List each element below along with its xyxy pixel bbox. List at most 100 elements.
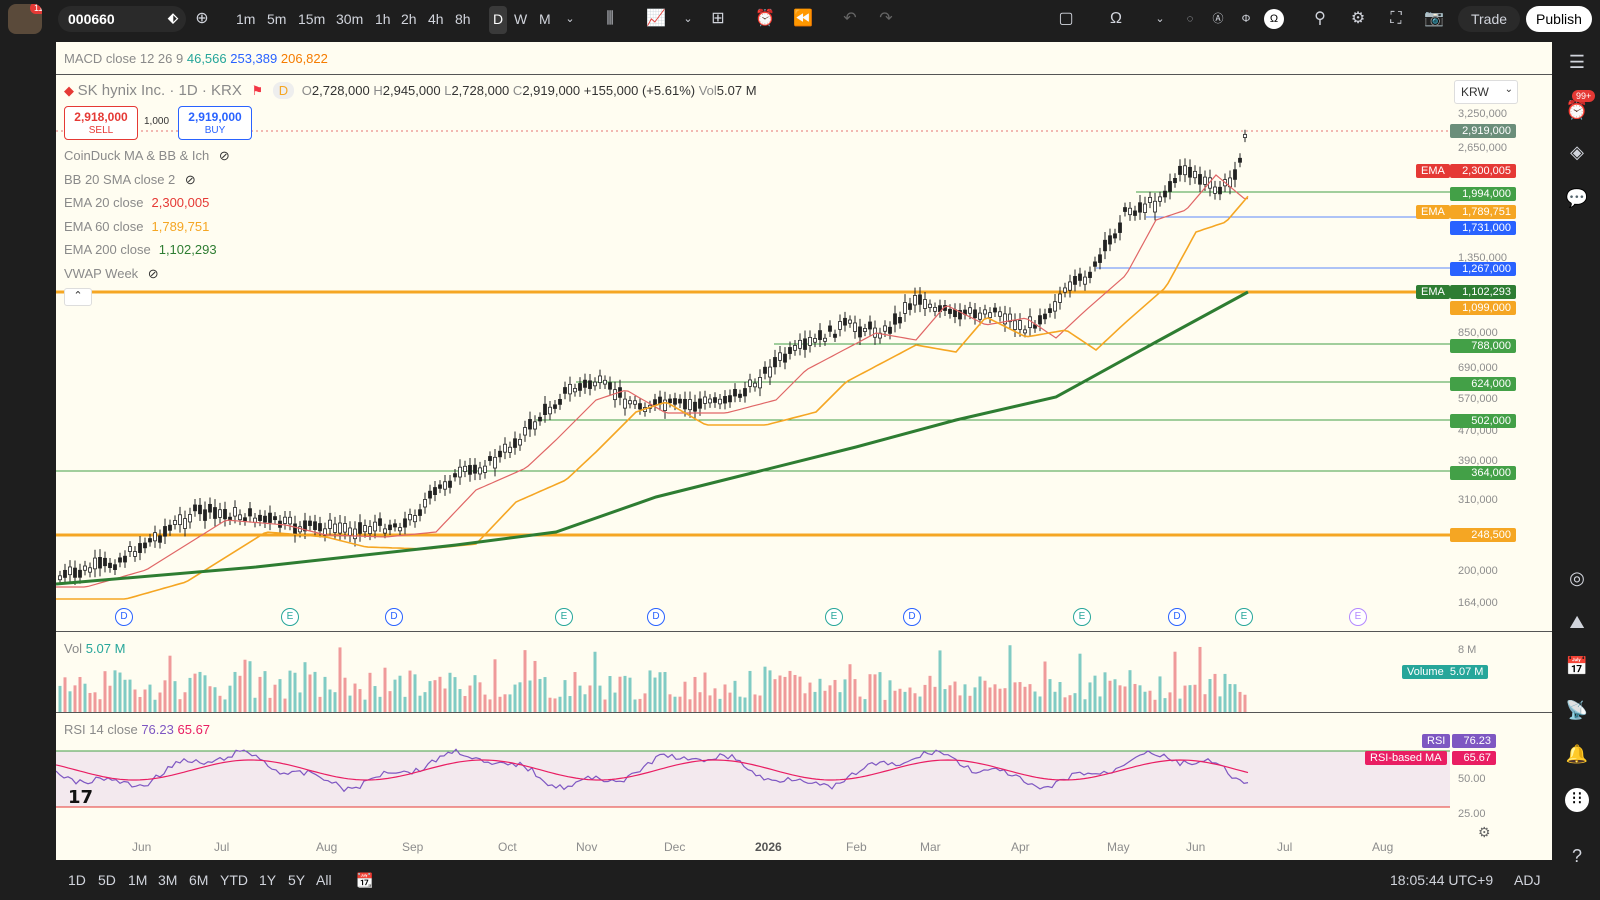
- collapse-legend-button[interactable]: ⌃: [64, 288, 92, 306]
- calendar-icon[interactable]: 📅: [1565, 656, 1589, 676]
- time-tick: Apr: [1011, 840, 1030, 854]
- sell-button[interactable]: 2,918,000 SELL: [64, 106, 138, 140]
- symbol-search[interactable]: 000660 ⬖: [58, 6, 186, 32]
- dividend-event-icon[interactable]: D: [647, 608, 665, 626]
- price-label: 1,102,293: [1450, 285, 1516, 299]
- buy-price: 2,919,000: [188, 110, 242, 124]
- symbol-compare-icon[interactable]: ⬖: [168, 10, 178, 25]
- goto-date-icon[interactable]: 📆: [356, 872, 374, 888]
- layout-square-icon[interactable]: ▢: [1058, 10, 1074, 27]
- indicator-value: 1,789,751: [151, 218, 210, 234]
- clock[interactable]: 18:05:44 UTC+9: [1390, 872, 1494, 888]
- range-5y[interactable]: 5Y: [288, 872, 306, 888]
- broadcast-icon[interactable]: 📡: [1565, 700, 1589, 720]
- apps-grid-icon[interactable]: ⁝⁝: [1565, 788, 1589, 812]
- range-6m[interactable]: 6M: [189, 872, 209, 888]
- notification-bell-icon[interactable]: 🔔: [1565, 744, 1589, 764]
- timeframe-15m[interactable]: 15m: [298, 11, 326, 27]
- flag-icon[interactable]: ⚑: [251, 83, 264, 98]
- timeframe-5m[interactable]: 5m: [267, 11, 287, 27]
- pine-icon[interactable]: ⛰: [1569, 612, 1585, 632]
- timeframe-4h[interactable]: 4h: [428, 11, 444, 27]
- timeframe-8h[interactable]: 8h: [455, 11, 471, 27]
- snapshot-icon[interactable]: 📷: [1424, 10, 1444, 27]
- timeframe-w[interactable]: W: [514, 11, 528, 27]
- indicator-legend-row[interactable]: EMA 20 close 2,300,005: [64, 195, 209, 210]
- watchlist-icon[interactable]: ☰: [1568, 52, 1586, 72]
- indicator-legend-row[interactable]: EMA 200 close 1,102,293: [64, 242, 217, 257]
- settings-icon[interactable]: ⚙: [1350, 10, 1366, 27]
- layers-icon[interactable]: ◈: [1570, 142, 1584, 162]
- chat-icon[interactable]: 💬: [1565, 188, 1589, 208]
- earnings-event-icon[interactable]: E: [1073, 608, 1091, 626]
- timeframe-d[interactable]: D: [493, 11, 504, 27]
- indicators-icon[interactable]: 📈: [646, 10, 666, 27]
- range-1d[interactable]: 1D: [68, 872, 86, 888]
- range-1m[interactable]: 1M: [128, 872, 148, 888]
- hidden-eye-icon[interactable]: ⊘: [144, 265, 159, 281]
- currency-select[interactable]: KRW ⌄: [1454, 80, 1518, 104]
- hidden-eye-icon[interactable]: ⊘: [215, 148, 230, 163]
- timeframe-m[interactable]: M: [539, 11, 551, 27]
- indicator-legend-row[interactable]: EMA 60 close 1,789,751: [64, 219, 209, 234]
- volume-legend: Vol 5.07 M: [64, 641, 125, 656]
- plugin-1-icon[interactable]: ◌: [1186, 13, 1194, 25]
- range-5d[interactable]: 5D: [98, 872, 116, 888]
- alerts-icon[interactable]: ⏰: [1565, 100, 1589, 120]
- dividend-event-icon[interactable]: D: [115, 608, 133, 626]
- timeframe-dropdown-icon[interactable]: ⌄: [565, 13, 575, 25]
- candle-body: [598, 375, 602, 384]
- dividend-event-icon[interactable]: D: [903, 608, 921, 626]
- indicator-legend-row[interactable]: BB 20 SMA close 2 ⊘: [64, 172, 196, 188]
- dividend-event-icon[interactable]: D: [385, 608, 403, 626]
- earnings-event-icon[interactable]: E: [555, 608, 573, 626]
- range-1y[interactable]: 1Y: [259, 872, 277, 888]
- timeframe-1m[interactable]: 1m: [236, 11, 256, 27]
- publish-button[interactable]: Publish: [1526, 6, 1592, 32]
- candle-body: [83, 565, 87, 571]
- candle-body: [1113, 233, 1117, 239]
- plugin-phi-icon[interactable]: Φ: [1241, 13, 1251, 25]
- timeframe-2h[interactable]: 2h: [401, 11, 417, 27]
- plugin-a-icon[interactable]: Ⓐ: [1212, 13, 1224, 25]
- undo-icon[interactable]: ↶: [843, 10, 857, 27]
- plugin-omega-icon[interactable]: Ω: [1264, 9, 1284, 29]
- trade-button[interactable]: Trade: [1458, 6, 1520, 32]
- earnings-event-icon[interactable]: E: [281, 608, 299, 626]
- indicators-dropdown-icon[interactable]: ⌄: [683, 13, 693, 25]
- help-icon[interactable]: ?: [1571, 846, 1582, 866]
- replay-icon[interactable]: ⏪: [793, 10, 813, 27]
- indicator-legend-row[interactable]: CoinDuck MA & BB & Ich ⊘: [64, 148, 230, 164]
- earnings-event-icon[interactable]: E: [825, 608, 843, 626]
- axis-settings-icon[interactable]: ⚙: [1478, 824, 1491, 840]
- market-status-badge[interactable]: D: [272, 82, 295, 99]
- quick-search-icon[interactable]: ⚲: [1314, 10, 1326, 27]
- fullscreen-icon[interactable]: ⛶: [1390, 10, 1402, 27]
- candle-type-icon[interactable]: ⫼: [606, 10, 614, 27]
- omega-icon[interactable]: Ω: [1110, 10, 1122, 27]
- redo-icon[interactable]: ↷: [879, 10, 893, 27]
- adj-toggle[interactable]: ADJ: [1514, 872, 1541, 888]
- buy-button[interactable]: 2,919,000 BUY: [178, 106, 252, 140]
- earnings-event-icon[interactable]: E: [1235, 608, 1253, 626]
- timeframe-1h[interactable]: 1h: [375, 11, 391, 27]
- order-quantity[interactable]: 1,000: [144, 116, 170, 127]
- earnings-event-icon[interactable]: E: [1349, 608, 1367, 626]
- omega-dropdown-icon[interactable]: ⌄: [1155, 13, 1165, 25]
- chart-canvas[interactable]: [56, 42, 1552, 860]
- alert-icon[interactable]: ⏰: [755, 10, 775, 27]
- avatar[interactable]: 11: [8, 4, 42, 34]
- timeframe-30m[interactable]: 30m: [336, 11, 364, 27]
- candle-body: [258, 514, 262, 521]
- tradingview-logo[interactable]: 17: [68, 787, 94, 808]
- target-icon[interactable]: ◎: [1569, 568, 1585, 588]
- layouts-icon[interactable]: ⊞: [711, 10, 725, 27]
- range-3m[interactable]: 3M: [158, 872, 178, 888]
- dividend-event-icon[interactable]: D: [1168, 608, 1186, 626]
- chart-area[interactable]: MACD close 12 26 9 46,566 253,389 206,82…: [56, 42, 1552, 860]
- indicator-legend-row[interactable]: VWAP Week ⊘: [64, 266, 159, 282]
- hidden-eye-icon[interactable]: ⊘: [181, 171, 196, 187]
- add-symbol-icon[interactable]: ⊕: [195, 10, 209, 27]
- range-ytd[interactable]: YTD: [220, 872, 248, 888]
- range-all[interactable]: All: [316, 872, 332, 888]
